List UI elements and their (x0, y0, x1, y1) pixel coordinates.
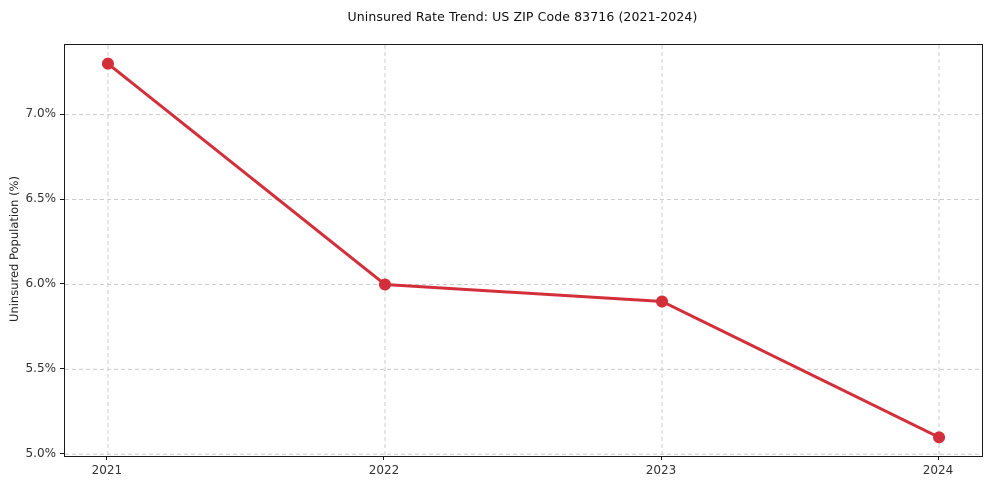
data-point-2024 (933, 431, 946, 444)
y-tick-label: 5.5% (25, 360, 57, 375)
x-tick-label: 2022 (368, 463, 400, 477)
y-tick-label: 6.5% (25, 191, 57, 206)
data-point-2021 (101, 57, 114, 70)
y-tick-label: 7.0% (25, 106, 57, 121)
plot-area (64, 44, 983, 457)
y-tick-mark (60, 198, 64, 200)
y-tick-label: 5.0% (25, 445, 57, 460)
y-tick-mark (60, 453, 64, 455)
y-tick-mark (60, 113, 64, 115)
line-chart-svg (65, 45, 982, 456)
data-point-2022 (378, 278, 391, 291)
data-point-2023 (656, 295, 669, 308)
y-tick-mark (60, 283, 64, 285)
y-tick-mark (60, 368, 64, 370)
x-tick-mark (383, 456, 385, 460)
x-tick-label: 2023 (645, 463, 677, 477)
x-tick-mark (660, 456, 662, 460)
x-tick-mark (937, 456, 939, 460)
chart-title: Uninsured Rate Trend: US ZIP Code 83716 … (347, 9, 698, 24)
x-tick-label: 2021 (91, 463, 123, 477)
x-tick-mark (106, 456, 108, 460)
trend-line (106, 62, 941, 439)
y-tick-label: 6.0% (25, 275, 57, 290)
x-tick-label: 2024 (922, 463, 954, 477)
